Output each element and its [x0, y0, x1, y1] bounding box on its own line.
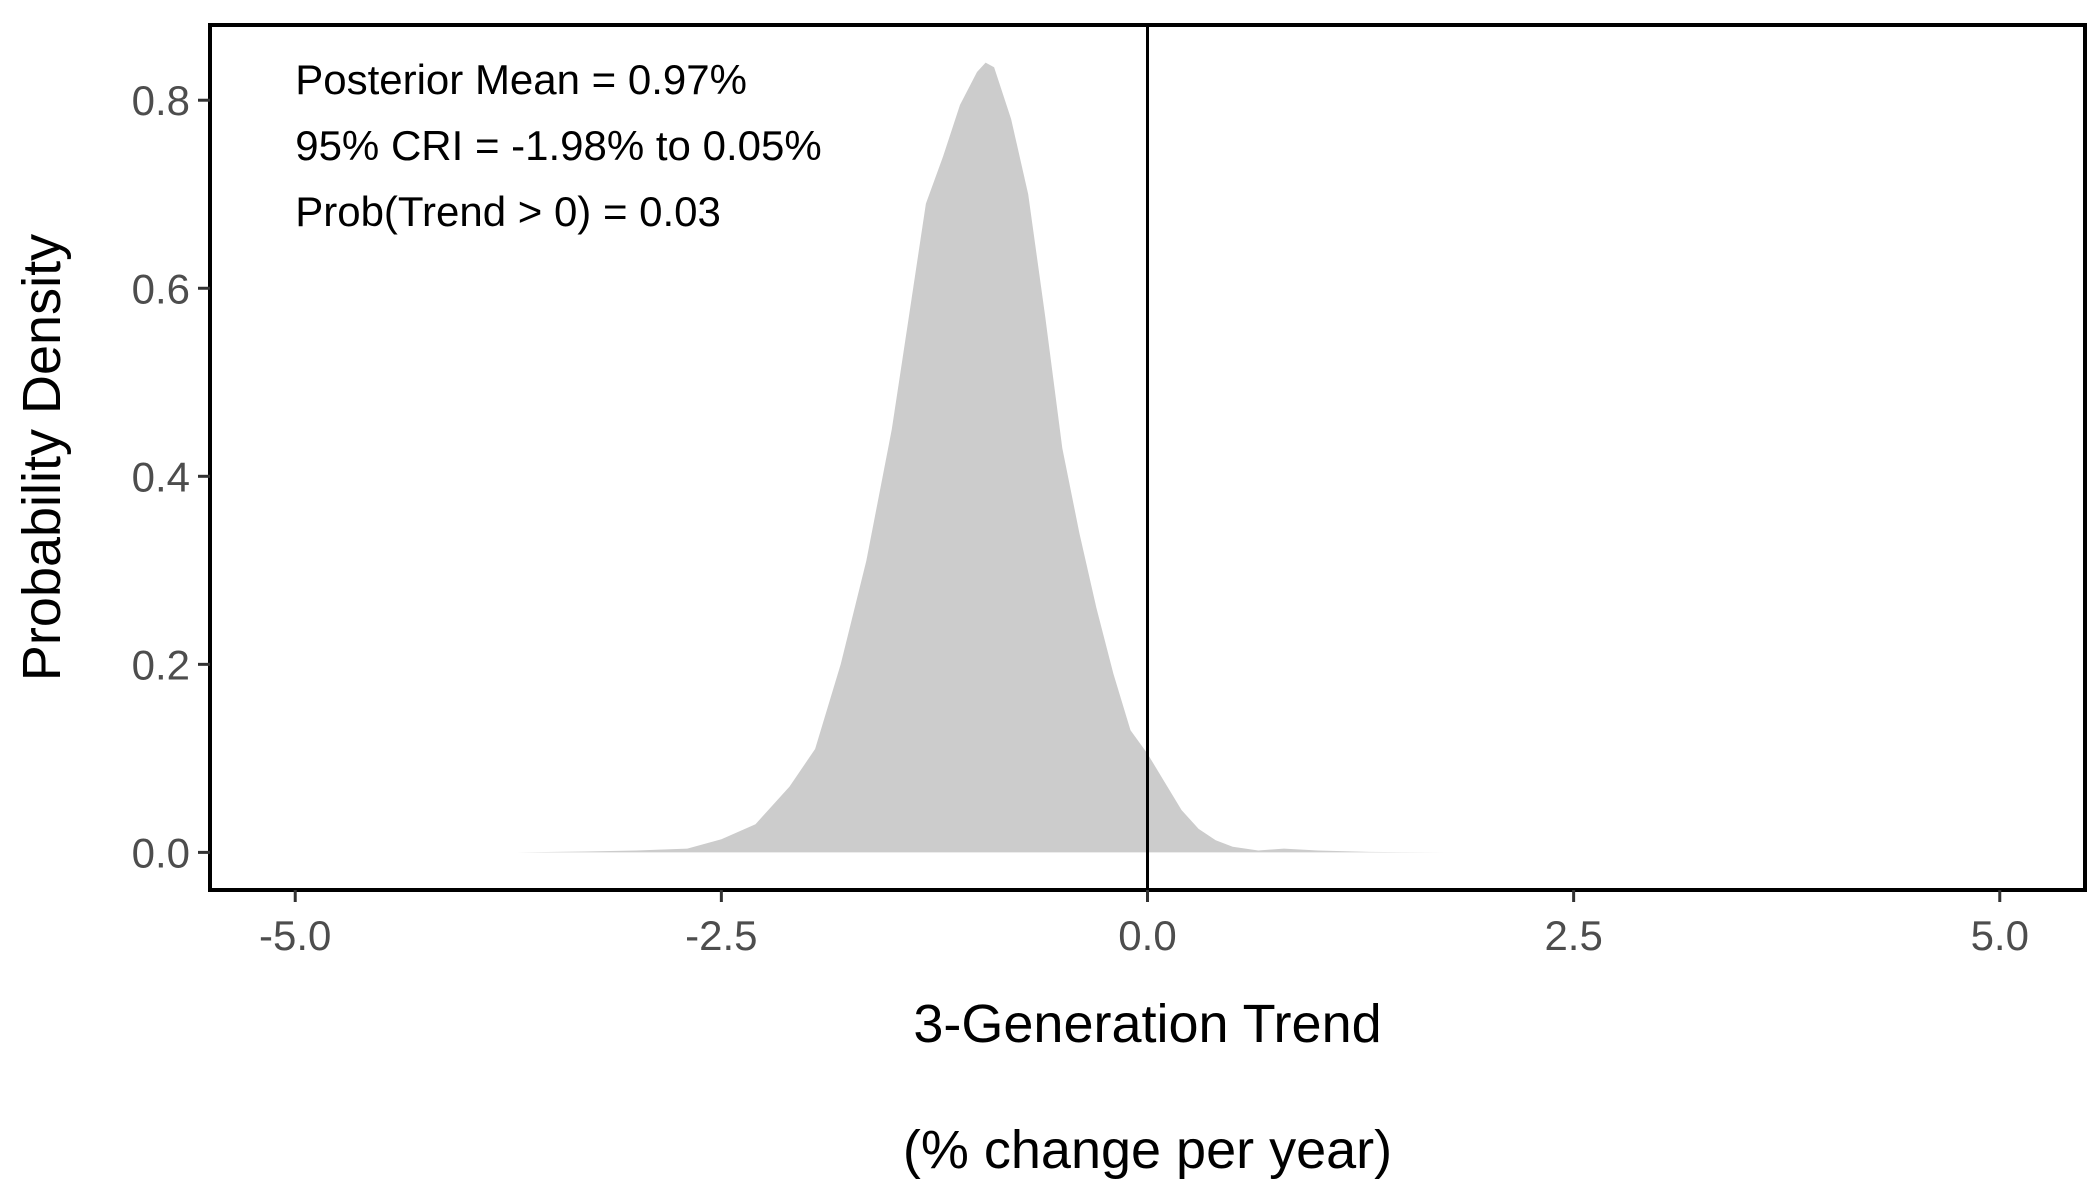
- y-tick-label: 0.6: [132, 265, 190, 312]
- y-tick-label: 0.8: [132, 77, 190, 124]
- x-tick-label: 5.0: [1971, 912, 2029, 959]
- y-axis: 0.0 0.2 0.4 0.6 0.8: [132, 77, 210, 876]
- annotation-text: Posterior Mean = 0.97%: [295, 56, 747, 103]
- x-tick-label: 0.0: [1118, 912, 1176, 959]
- x-axis-subtitle: (% change per year): [903, 1120, 1392, 1180]
- x-tick-label: -5.0: [259, 912, 331, 959]
- annotation-text: Prob(Trend > 0) = 0.03: [295, 188, 721, 235]
- annotation-text: 95% CRI = -1.98% to 0.05%: [295, 122, 821, 169]
- density-area-0: [516, 62, 1446, 853]
- x-tick-label: 2.5: [1544, 912, 1602, 959]
- x-axis-title: 3-Generation Trend: [913, 994, 1381, 1054]
- annotations: Posterior Mean = 0.97% 95% CRI = -1.98% t…: [295, 56, 821, 235]
- x-axis: -5.0 -2.5 0.0 2.5 5.0: [259, 890, 2029, 959]
- y-axis-title: Probability Density: [12, 234, 72, 681]
- y-tick-label: 0.4: [132, 453, 190, 500]
- y-tick-label: 0.0: [132, 829, 190, 876]
- y-tick-label: 0.2: [132, 641, 190, 688]
- x-tick-label: -2.5: [685, 912, 757, 959]
